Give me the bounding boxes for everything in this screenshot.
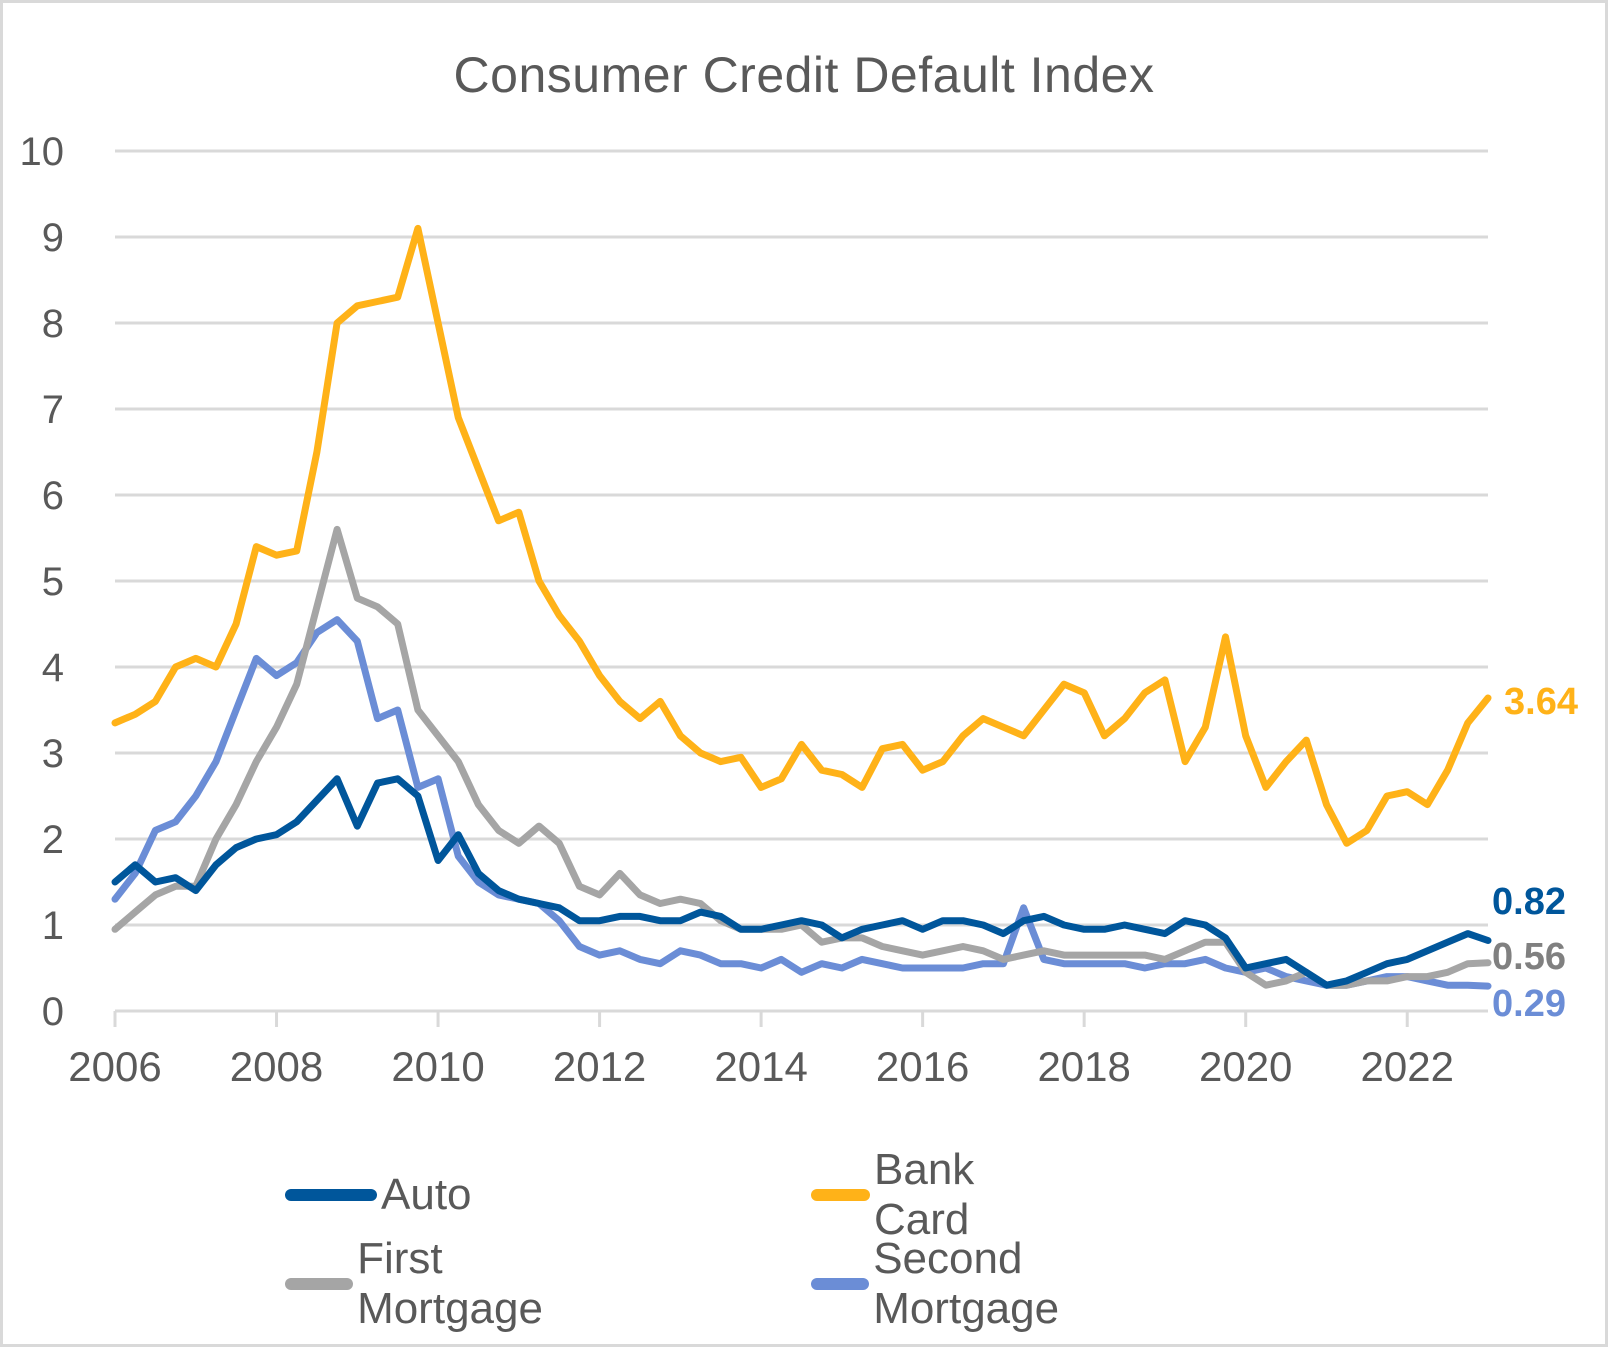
y-tick-label: 5 [42, 560, 64, 604]
legend-swatch-auto [285, 1189, 377, 1201]
x-tick-label: 2012 [553, 1043, 646, 1090]
legend-label: First Mortgage [357, 1234, 543, 1333]
series-line-second-mortgage [111, 616, 1492, 990]
x-axis: 2006 2008 2010 2012 2014 2016 2018 2020 2022 [68, 1011, 1454, 1090]
y-axis-ticks: 0 1 2 3 4 5 6 7 8 9 10 [20, 130, 65, 1034]
gridlines [115, 149, 1488, 1013]
legend-item-auto: Auto [285, 1165, 472, 1225]
y-tick-label: 3 [42, 732, 64, 776]
y-tick-label: 7 [42, 388, 64, 432]
series-line-auto [111, 775, 1492, 989]
end-label-auto: 0.82 [1492, 881, 1566, 923]
x-tick-label: 2008 [230, 1043, 323, 1090]
end-label-second-mortgage: 0.29 [1492, 983, 1566, 1025]
legend-swatch-first-mortgage [285, 1278, 354, 1290]
x-tick-label: 2010 [391, 1043, 484, 1090]
chart-title: Consumer Credit Default Index [453, 47, 1155, 103]
legend-item-first-mortgage: First Mortgage [285, 1234, 567, 1333]
y-tick-label: 9 [42, 216, 64, 260]
legend-item-bank-card: Bank Card [811, 1145, 1007, 1244]
series-lines [111, 224, 1492, 990]
y-tick-label: 0 [42, 990, 64, 1034]
end-label-bank-card: 3.64 [1504, 681, 1578, 723]
series-line-bank-card [111, 224, 1492, 847]
x-tick-label: 2018 [1037, 1043, 1130, 1090]
end-value-labels: 0.29 0.56 0.82 3.64 [1492, 681, 1578, 1025]
x-tick-label: 2020 [1199, 1043, 1292, 1090]
legend-item-second-mortgage: Second Mortgage [811, 1234, 1093, 1333]
legend-label: Bank Card [874, 1145, 975, 1244]
legend-label: Second Mortgage [873, 1234, 1060, 1333]
series-line-first-mortgage [111, 525, 1492, 989]
y-tick-label: 10 [20, 130, 65, 174]
y-tick-label: 4 [42, 646, 64, 690]
legend-swatch-second-mortgage [811, 1278, 870, 1290]
y-tick-label: 8 [42, 302, 64, 346]
x-tick-label: 2014 [714, 1043, 807, 1090]
legend-swatch-bank-card [811, 1189, 870, 1201]
y-tick-label: 6 [42, 474, 64, 518]
x-tick-label: 2016 [876, 1043, 969, 1090]
legend-label: Auto [381, 1170, 472, 1219]
x-tick-label: 2022 [1361, 1043, 1454, 1090]
y-tick-label: 1 [42, 904, 64, 948]
x-tick-label: 2006 [68, 1043, 161, 1090]
end-label-first-mortgage: 0.56 [1492, 936, 1566, 978]
y-tick-label: 2 [42, 818, 64, 862]
